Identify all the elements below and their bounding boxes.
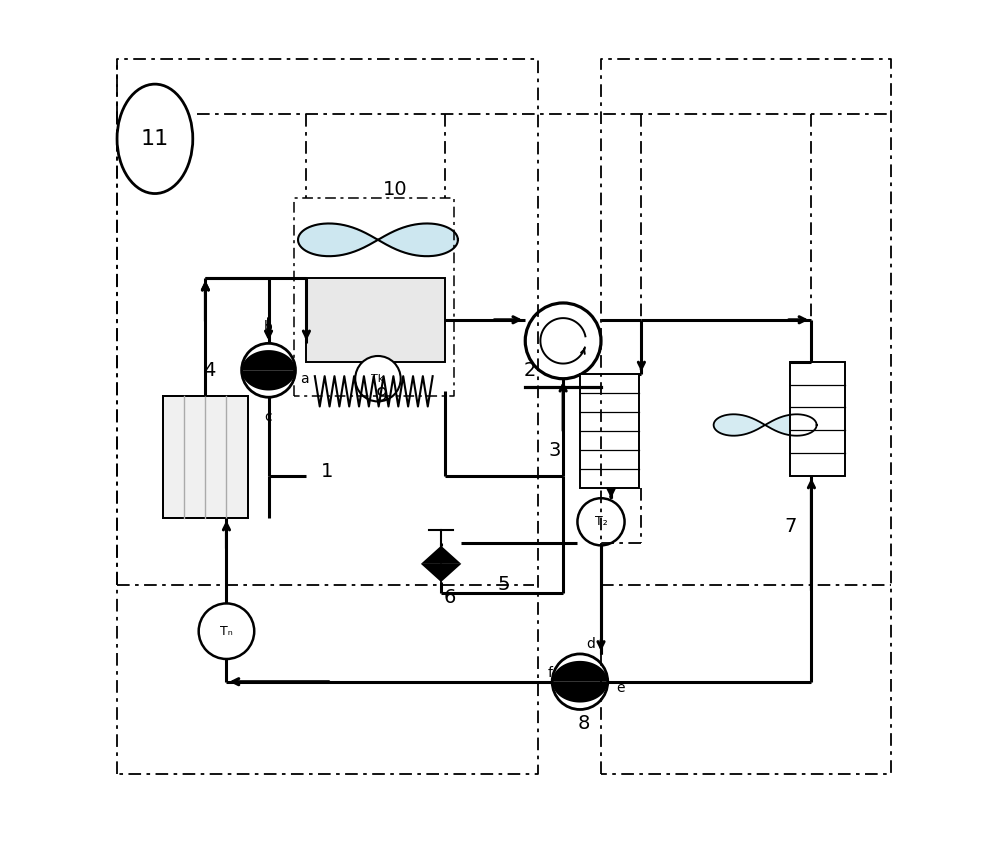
Polygon shape bbox=[421, 564, 461, 582]
Text: 10: 10 bbox=[382, 180, 407, 199]
Text: 11: 11 bbox=[141, 129, 169, 149]
Bar bbox=[306, 278, 445, 362]
Polygon shape bbox=[421, 546, 461, 564]
Text: a: a bbox=[300, 371, 308, 386]
Polygon shape bbox=[242, 371, 295, 390]
Polygon shape bbox=[552, 682, 608, 703]
Text: Tk: Tk bbox=[371, 374, 385, 383]
Text: 9: 9 bbox=[376, 386, 388, 405]
Text: T₂: T₂ bbox=[595, 515, 607, 529]
Polygon shape bbox=[242, 350, 295, 371]
Text: e: e bbox=[616, 681, 625, 694]
Text: 5: 5 bbox=[498, 575, 510, 594]
Text: 4: 4 bbox=[203, 360, 216, 380]
Text: 1: 1 bbox=[321, 462, 334, 481]
Circle shape bbox=[525, 303, 601, 379]
Circle shape bbox=[577, 498, 625, 546]
Text: 2: 2 bbox=[523, 360, 536, 380]
Text: 8: 8 bbox=[578, 714, 590, 734]
Circle shape bbox=[355, 356, 401, 401]
Text: 7: 7 bbox=[784, 517, 797, 536]
Text: f: f bbox=[548, 666, 553, 680]
Circle shape bbox=[199, 604, 254, 659]
Text: 3: 3 bbox=[549, 441, 561, 460]
Text: c: c bbox=[265, 410, 272, 424]
Text: Tₙ: Tₙ bbox=[220, 625, 233, 638]
Polygon shape bbox=[298, 224, 458, 256]
Bar bbox=[163, 395, 248, 518]
Text: 6: 6 bbox=[443, 588, 456, 607]
Bar bbox=[580, 375, 639, 488]
Text: d: d bbox=[586, 637, 595, 650]
Text: b: b bbox=[264, 320, 273, 334]
Bar bbox=[163, 395, 248, 518]
Polygon shape bbox=[714, 414, 817, 436]
Polygon shape bbox=[552, 661, 608, 682]
Bar bbox=[790, 362, 845, 475]
